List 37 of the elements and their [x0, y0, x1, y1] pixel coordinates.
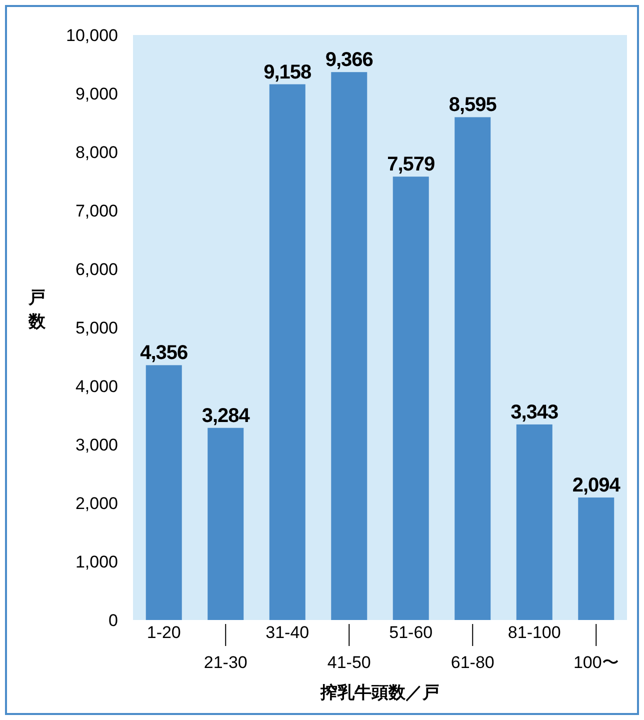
x-tick-label: 100〜 [573, 653, 619, 672]
x-tick-label: 51-60 [389, 623, 433, 642]
data-label: 2,094 [572, 474, 622, 496]
bar [269, 84, 306, 620]
x-axis-title: 搾乳牛頭数／戸 [320, 683, 440, 702]
y-tick-label: 7,000 [75, 202, 118, 220]
data-label: 9,366 [325, 49, 374, 72]
data-label: 3,343 [510, 401, 559, 424]
y-tick-label: 10,000 [66, 26, 118, 45]
data-label: 9,158 [264, 61, 312, 84]
y-tick-label: 6,000 [75, 260, 118, 279]
x-tick-label: 61-80 [450, 653, 494, 672]
y-tick-label: 1,000 [75, 552, 118, 572]
x-tick-label: 31-40 [266, 623, 310, 642]
data-label: 7,579 [387, 154, 436, 176]
y-tick-label: 5,000 [75, 318, 118, 338]
y-axis-title: 戸数 [28, 288, 46, 331]
bar [146, 365, 182, 620]
bar [392, 176, 429, 620]
bar [208, 428, 244, 620]
y-tick-label: 3,000 [75, 436, 118, 454]
x-tick-label: 81-100 [508, 623, 561, 642]
data-label: 3,284 [202, 404, 251, 427]
bar [331, 72, 368, 620]
y-tick-label: 8,000 [75, 143, 118, 162]
x-tick-label: 41-50 [327, 653, 371, 672]
data-label: 4,356 [140, 342, 188, 364]
x-tick-label: 1-20 [146, 623, 181, 642]
x-tick-label: 21-30 [204, 653, 248, 672]
y-tick-label: 0 [108, 611, 118, 630]
bar [578, 498, 614, 620]
data-label: 8,595 [448, 94, 497, 116]
y-tick-label: 9,000 [75, 84, 118, 104]
bar [454, 117, 491, 620]
bar [516, 424, 552, 620]
y-tick-label: 4,000 [75, 377, 118, 396]
y-tick-label: 2,000 [75, 494, 118, 513]
